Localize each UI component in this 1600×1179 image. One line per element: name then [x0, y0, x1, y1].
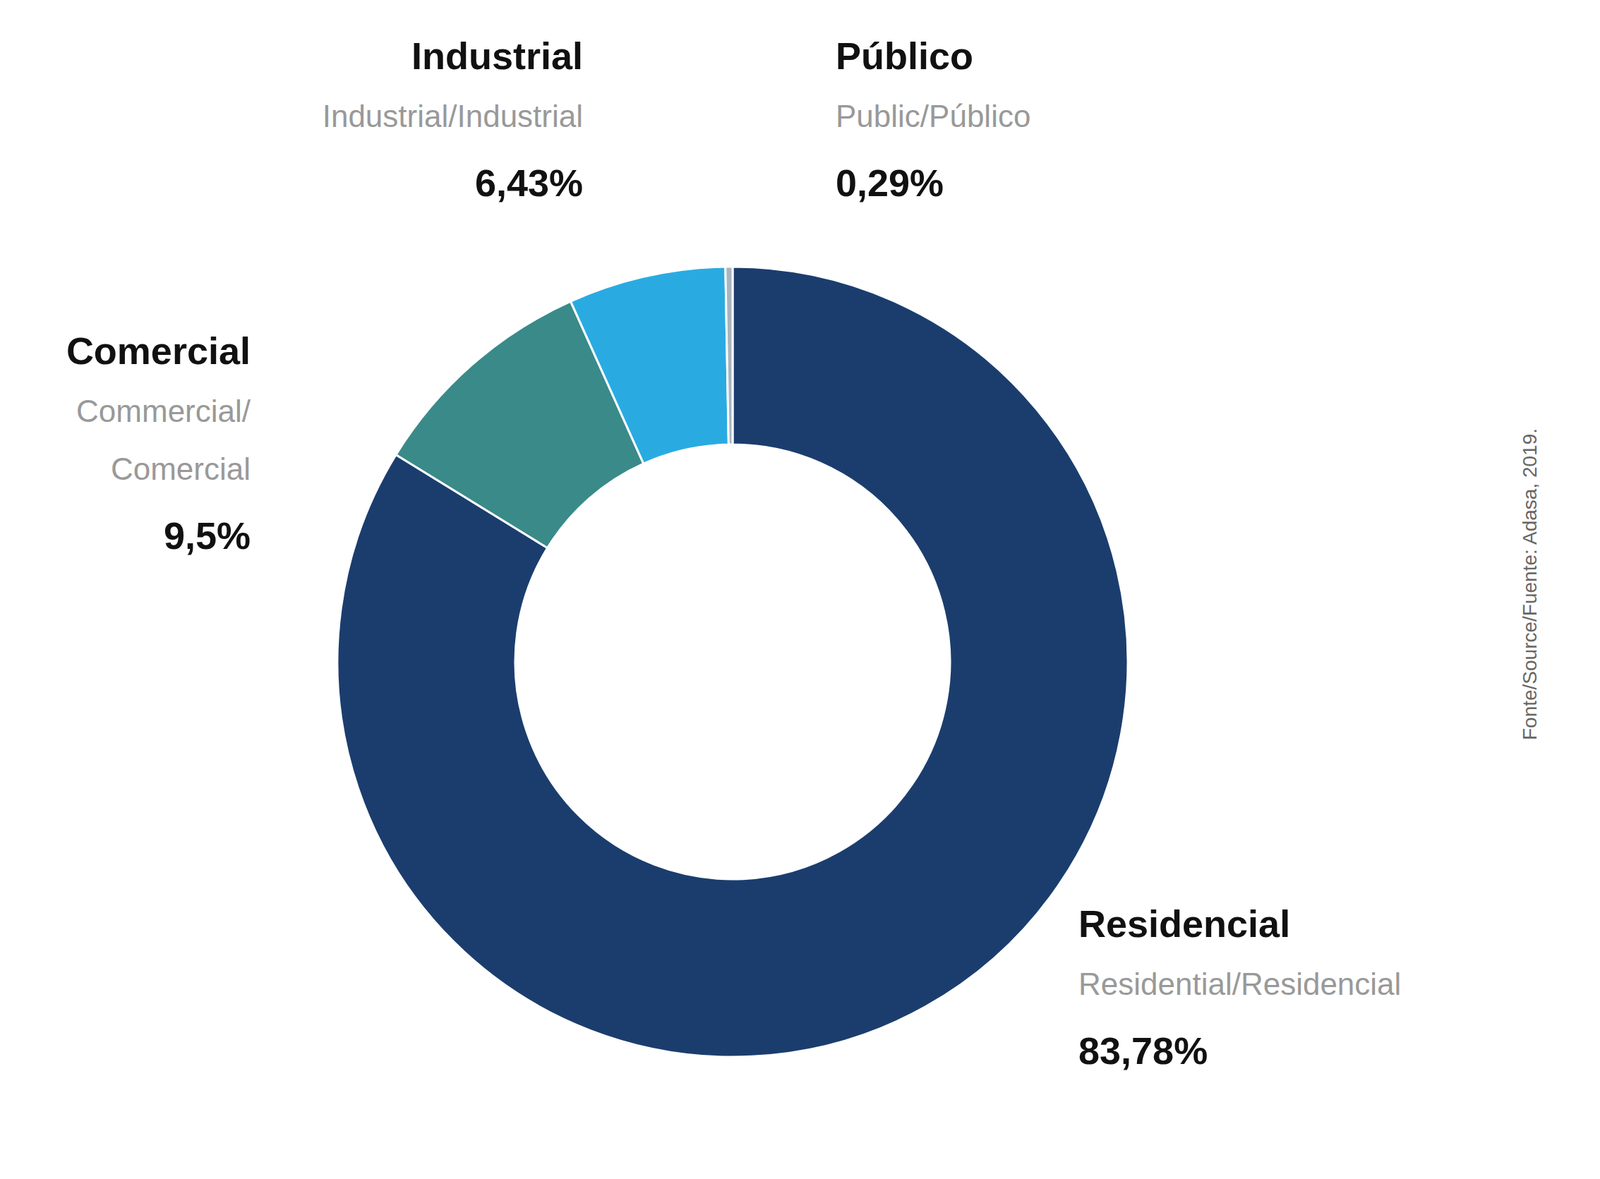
- svg-text:Comercial: Comercial: [110, 451, 251, 487]
- svg-text:83,78%: 83,78%: [1078, 1029, 1208, 1073]
- svg-text:Industrial: Industrial: [411, 34, 583, 77]
- svg-text:Public/Público: Public/Público: [835, 98, 1031, 134]
- svg-text:9,5%: 9,5%: [163, 514, 251, 557]
- svg-text:6,43%: 6,43%: [474, 161, 583, 204]
- svg-text:Residencial: Residencial: [1078, 902, 1291, 946]
- svg-text:Público: Público: [835, 34, 974, 77]
- svg-text:Commercial/: Commercial/: [76, 393, 252, 429]
- svg-text:Industrial/Industrial: Industrial/Industrial: [322, 98, 583, 134]
- html-text:Fonte/Source/Fuente: Adasa, 20: Fonte/Source/Fuente: Adasa, 2019.: [1518, 428, 1541, 741]
- svg-text:0,29%: 0,29%: [835, 161, 944, 204]
- svg-text:Residential/Residencial: Residential/Residencial: [1078, 966, 1401, 1002]
- svg-text:Comercial: Comercial: [66, 329, 251, 372]
